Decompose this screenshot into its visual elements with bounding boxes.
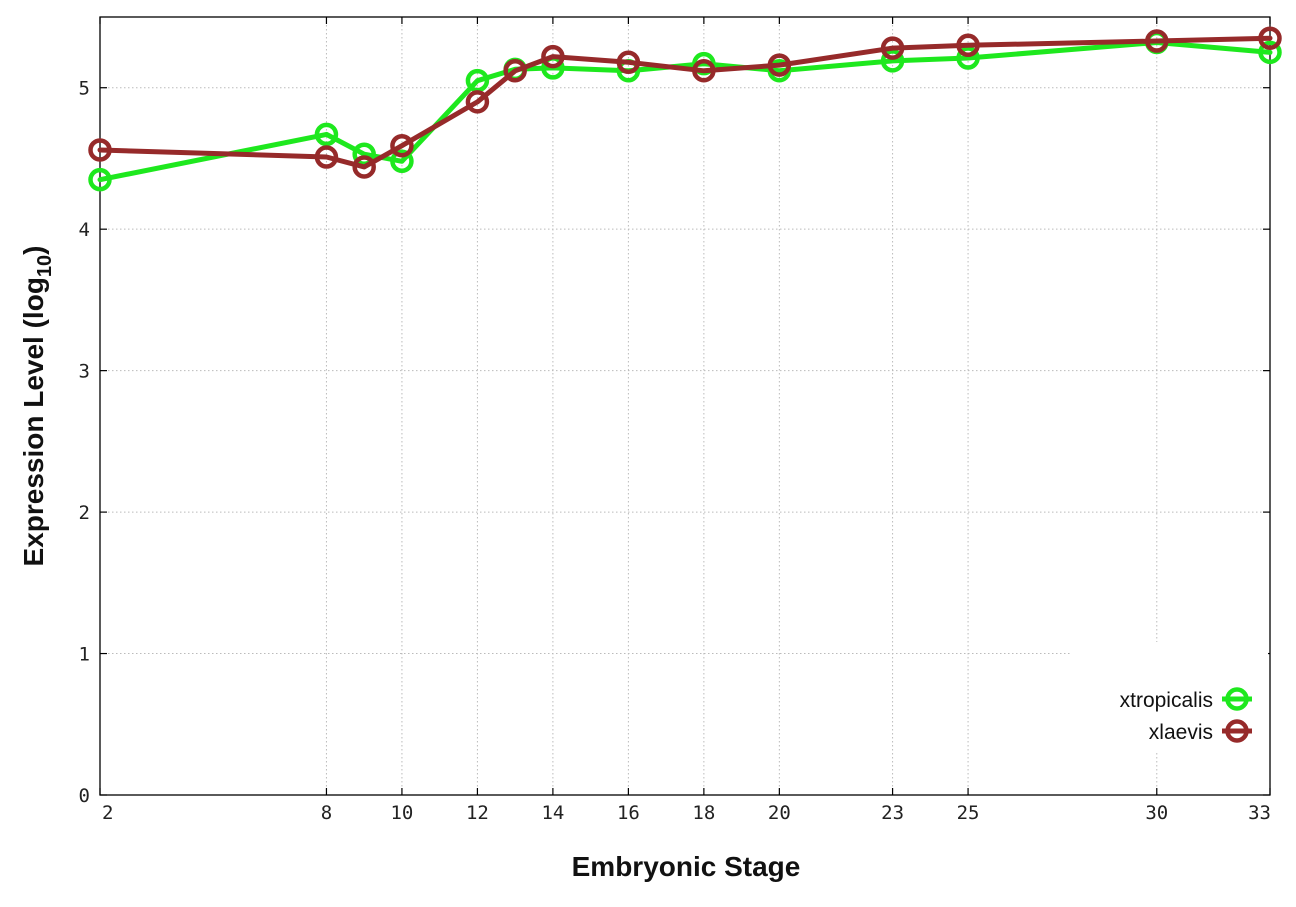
y-axis-title: Expression Level (log10) bbox=[18, 246, 56, 567]
y-axis-title-close: ) bbox=[18, 246, 49, 255]
data-point-xtropicalis bbox=[390, 149, 414, 174]
x-tick-label: 12 bbox=[466, 802, 489, 824]
x-tick-label: 23 bbox=[881, 802, 904, 824]
x-axis-title: Embryonic Stage bbox=[572, 851, 801, 882]
series-line-xtropicalis bbox=[97, 40, 1273, 183]
legend-label-xtropicalis: xtropicalis bbox=[1120, 689, 1213, 712]
data-point-xlaevis bbox=[1258, 26, 1282, 50]
legend-marker-xtropicalis bbox=[1225, 687, 1249, 711]
x-tick-label: 10 bbox=[390, 802, 413, 824]
y-tick-label: 1 bbox=[79, 644, 90, 666]
x-tick-label: 14 bbox=[541, 802, 564, 824]
data-point-xlaevis bbox=[541, 44, 565, 69]
data-point-xlaevis bbox=[1145, 29, 1169, 53]
series-line-xlaevis bbox=[97, 35, 1273, 170]
y-tick-label: 5 bbox=[79, 78, 90, 100]
data-point-xtropicalis bbox=[88, 167, 112, 192]
y-axis-title-subscript: 10 bbox=[34, 255, 56, 277]
x-tick-label: 18 bbox=[692, 802, 715, 824]
data-point-xlaevis bbox=[352, 155, 376, 179]
x-tick-label: 33 bbox=[1248, 802, 1271, 824]
plot-area-border bbox=[99, 16, 1271, 796]
data-point-xlaevis bbox=[390, 133, 414, 158]
x-tick-label: 16 bbox=[617, 802, 640, 824]
y-tick-label: 3 bbox=[79, 361, 90, 383]
legend-marker-xlaevis bbox=[1225, 719, 1249, 743]
data-point-xlaevis bbox=[956, 33, 980, 58]
y-axis-title-main: Expression Level (log bbox=[18, 277, 49, 566]
data-point-xtropicalis bbox=[956, 46, 980, 70]
series-layer bbox=[88, 26, 1282, 192]
x-tick-label: 25 bbox=[957, 802, 980, 824]
x-tick-label: 8 bbox=[321, 802, 332, 824]
x-tick-label: 2 bbox=[102, 802, 113, 824]
data-point-xtropicalis bbox=[880, 49, 905, 73]
data-point-xlaevis bbox=[88, 138, 112, 162]
x-tick-label: 30 bbox=[1145, 802, 1168, 824]
x-tick-label: 20 bbox=[768, 802, 791, 824]
series-xtropicalis bbox=[88, 30, 1282, 192]
data-point-xlaevis bbox=[616, 50, 641, 75]
data-point-xlaevis bbox=[692, 59, 716, 83]
data-point-xtropicalis bbox=[1258, 40, 1282, 65]
data-point-xtropicalis bbox=[314, 122, 339, 147]
data-point-xlaevis bbox=[465, 90, 490, 114]
y-tick-label: 4 bbox=[79, 219, 90, 241]
legend-label-xlaevis: xlaevis bbox=[1149, 721, 1213, 744]
y-tick-label: 2 bbox=[79, 502, 90, 524]
legend: xtropicalis xlaevis bbox=[1072, 642, 1268, 752]
series-xlaevis bbox=[88, 26, 1282, 179]
data-point-xlaevis bbox=[314, 145, 339, 169]
data-point-xlaevis bbox=[880, 36, 905, 60]
data-point-xlaevis bbox=[767, 53, 792, 77]
data-point-xtropicalis bbox=[352, 142, 376, 166]
y-tick-label: 0 bbox=[79, 785, 90, 807]
grid-layer bbox=[100, 17, 1270, 795]
data-point-xlaevis bbox=[503, 59, 527, 83]
